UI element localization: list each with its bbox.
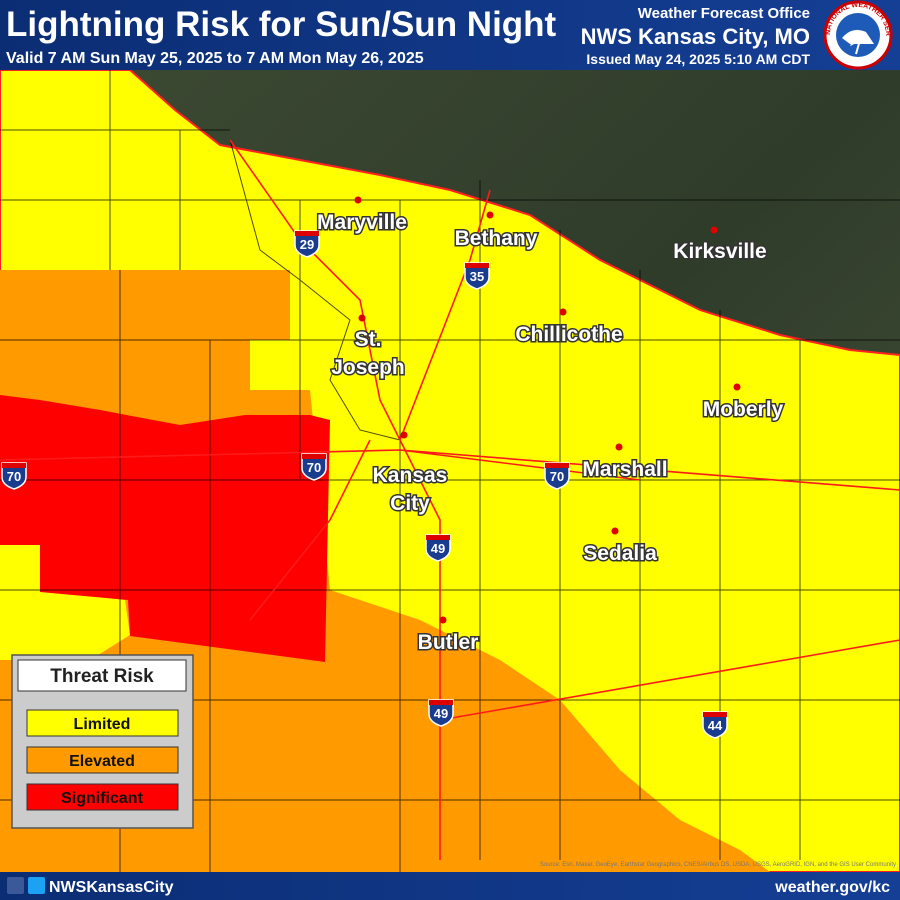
- legend-label: Elevated: [69, 753, 135, 770]
- source-attribution: Source: Esri, Maxar, GeoEye, Earthstar G…: [540, 862, 896, 868]
- interstate-shield: 70: [1, 462, 27, 490]
- title: Lightning Risk for Sun/Sun Night: [6, 5, 557, 44]
- shield-number: 70: [307, 460, 321, 475]
- shield-shape: [544, 462, 570, 490]
- city-label: Joseph: [331, 356, 405, 379]
- city-label: St.: [355, 328, 382, 351]
- legend: Threat Risk Limited Elevated Significant: [11, 654, 194, 829]
- legend-swatch: [26, 709, 179, 737]
- shield-number: 35: [470, 269, 484, 284]
- shield-shape: [301, 453, 327, 481]
- shield-top: [429, 700, 453, 705]
- city-label: Chillicothe: [515, 323, 622, 346]
- city-dot: [486, 211, 494, 219]
- city-labels: Maryville Bethany Kirksville St. Joseph Chill…: [316, 196, 785, 656]
- city-label: Maryville: [317, 211, 407, 234]
- city-dot: [615, 443, 623, 451]
- legend-items: Limited Elevated Significant: [26, 709, 179, 811]
- facebook-icon: [7, 877, 24, 894]
- shield-shape: [428, 699, 454, 727]
- city-label: Sedalia: [583, 542, 657, 565]
- city-label: Kirksville: [673, 240, 766, 263]
- shield-shape: [1, 462, 27, 490]
- header-bar: [0, 0, 900, 70]
- shield-number: 70: [550, 469, 564, 484]
- shield-number: 70: [7, 469, 21, 484]
- shield-number: 29: [300, 237, 314, 252]
- city-label: City: [390, 492, 430, 515]
- shield-shape: [702, 711, 728, 739]
- interstate-shield: 70: [301, 453, 327, 481]
- city-dot: [354, 196, 362, 204]
- shield-top: [302, 454, 326, 459]
- office-name: NWS Kansas City, MO: [581, 24, 810, 49]
- shield-shape: [425, 534, 451, 562]
- shield-shape: [464, 262, 490, 290]
- city-label: Butler: [418, 631, 479, 654]
- interstate-shield: 70: [544, 462, 570, 490]
- county-lines: [0, 70, 900, 872]
- legend-label: Significant: [61, 790, 143, 807]
- city-dot: [611, 527, 619, 535]
- city-label: Bethany: [455, 227, 538, 250]
- header: Lightning Risk for Sun/Sun Night Valid 7…: [0, 0, 900, 70]
- city-dot: [733, 383, 741, 391]
- legend-title-box: [17, 659, 187, 692]
- shield-shape: [294, 230, 320, 258]
- city-label: Kansas: [373, 464, 448, 487]
- interstate-shield: 49: [428, 699, 454, 727]
- city-dot: [439, 616, 447, 624]
- significant-zone: [0, 395, 330, 662]
- twitter-icon: [28, 877, 45, 894]
- city-dot: [358, 314, 366, 322]
- shield-top: [703, 712, 727, 717]
- legend-title: Threat Risk: [50, 666, 154, 687]
- shield-number: 44: [708, 718, 723, 733]
- website: weather.gov/kc: [774, 879, 890, 896]
- social-handle: NWSKansasCity: [49, 879, 174, 896]
- shield-number: 49: [434, 706, 448, 721]
- city-label: Marshall: [582, 458, 667, 481]
- interstate-shield: 29: [294, 230, 320, 258]
- legend-swatch: [26, 746, 179, 774]
- city-dot: [710, 226, 718, 234]
- issued-time: Issued May 24, 2025 5:10 AM CDT: [586, 51, 810, 67]
- legend-label: Limited: [74, 716, 131, 733]
- interstate-shield: 49: [425, 534, 451, 562]
- footer: NWSKansasCity weather.gov/kc: [0, 872, 900, 900]
- city-dot: [559, 308, 567, 316]
- shield-number: 49: [431, 541, 445, 556]
- interstate-shields: 29 35 70 70 70 49 49 44: [1, 230, 728, 739]
- city-label: Moberly: [703, 398, 784, 421]
- footer-bar: [0, 872, 900, 900]
- city-dot: [400, 431, 408, 439]
- legend-swatch: [26, 783, 179, 811]
- shield-top: [295, 231, 319, 236]
- shield-top: [545, 463, 569, 468]
- valid-time: Valid 7 AM Sun May 25, 2025 to 7 AM Mon …: [6, 50, 424, 67]
- shield-top: [465, 263, 489, 268]
- office-label: Weather Forecast Office: [638, 5, 810, 22]
- shield-top: [426, 535, 450, 540]
- interstate-shield: 35: [464, 262, 490, 290]
- interstate-shield: 44: [702, 711, 728, 739]
- limited-zone-west: [0, 545, 130, 660]
- shield-top: [2, 463, 26, 468]
